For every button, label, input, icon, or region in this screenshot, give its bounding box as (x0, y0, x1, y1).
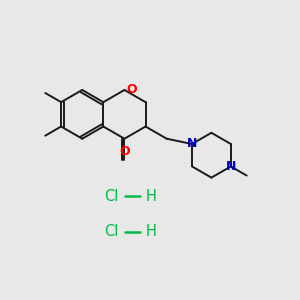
Text: Cl: Cl (104, 189, 118, 204)
Text: H: H (146, 224, 157, 239)
Text: H: H (146, 189, 157, 204)
Text: N: N (226, 160, 236, 173)
Text: N: N (187, 137, 197, 151)
Text: Cl: Cl (104, 224, 118, 239)
Text: O: O (119, 145, 130, 158)
Text: O: O (127, 83, 137, 97)
